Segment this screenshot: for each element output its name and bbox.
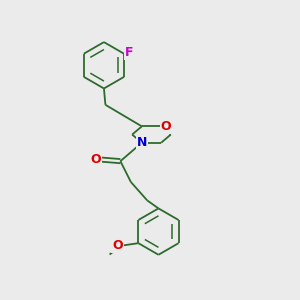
Text: F: F [125,46,134,59]
Text: N: N [136,136,147,149]
Text: O: O [91,153,101,166]
Text: O: O [112,239,123,252]
Text: O: O [160,120,171,133]
